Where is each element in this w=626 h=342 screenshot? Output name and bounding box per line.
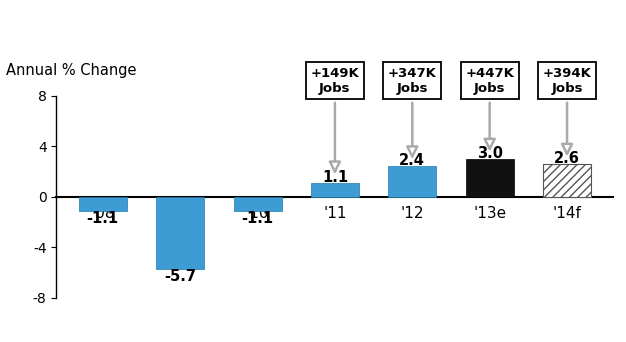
Bar [233,197,282,211]
Text: Annual % Change: Annual % Change [6,63,136,78]
Bar [543,164,591,197]
Text: 2.6: 2.6 [554,151,580,166]
Text: -1.1: -1.1 [87,211,119,226]
Text: 3.0: 3.0 [476,146,503,161]
Bar [311,183,359,197]
Text: +149K
Jobs: +149K Jobs [310,67,359,172]
Bar [466,159,514,197]
Text: -5.7: -5.7 [164,268,196,284]
Bar [79,197,126,211]
Text: -1.1: -1.1 [242,211,274,226]
Bar [388,167,436,197]
Bar [156,197,204,268]
Text: +394K
Jobs: +394K Jobs [543,67,592,154]
Text: +347K
Jobs: +347K Jobs [388,67,437,156]
Text: 1.1: 1.1 [322,170,348,185]
Text: +447K
Jobs: +447K Jobs [465,67,514,149]
Text: 2.4: 2.4 [399,153,425,168]
